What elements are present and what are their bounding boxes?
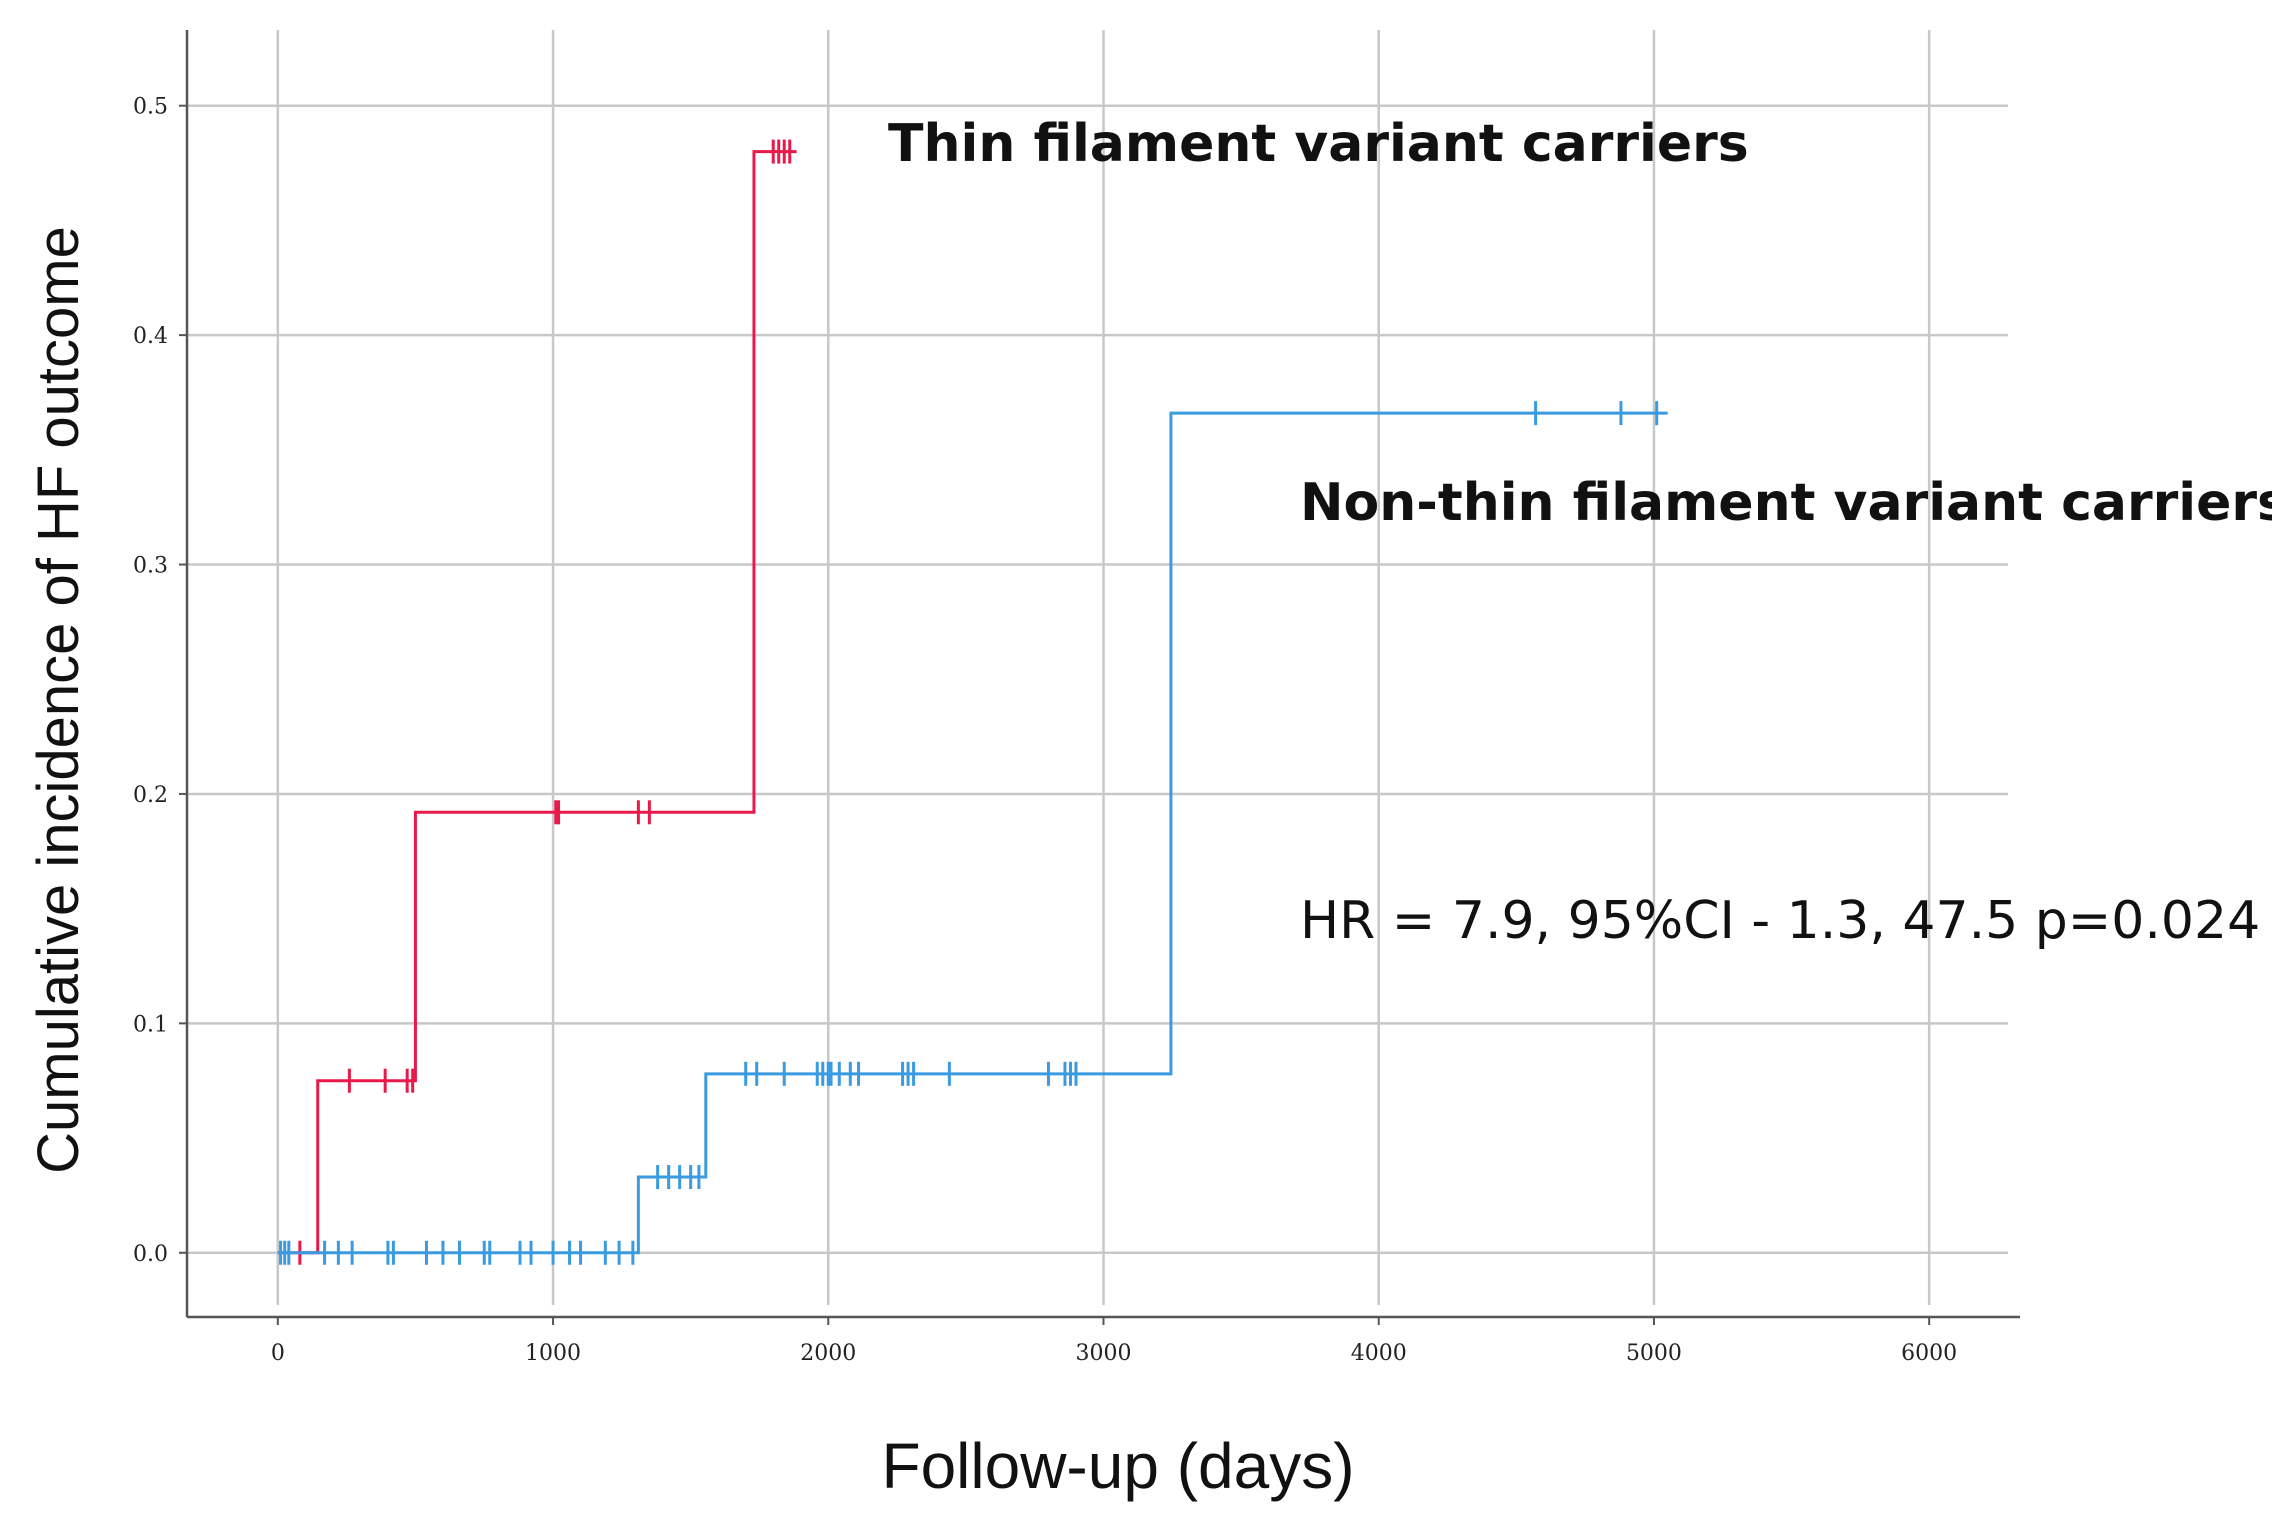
y-tick-labels: 0.0 0.1 0.2 0.3 0.4 0.5 bbox=[133, 95, 168, 1267]
nonthin-series-line bbox=[277, 411, 1668, 1255]
hazard-ratio-annotation: HR = 7.9, 95%CI - 1.3, 47.5 p=0.024 bbox=[1300, 891, 2260, 951]
x-tick-label: 3000 bbox=[1076, 1341, 1132, 1366]
x-tick-label: 4000 bbox=[1351, 1341, 1407, 1366]
horizontal-gridlines bbox=[179, 104, 2008, 1255]
vertical-gridlines bbox=[276, 30, 1931, 1325]
y-tick-label: 0.5 bbox=[133, 95, 168, 120]
x-tick-labels: 0 1000 2000 3000 4000 5000 6000 bbox=[271, 1341, 1957, 1366]
y-tick-label: 0.3 bbox=[133, 554, 168, 579]
x-tick-label: 6000 bbox=[1901, 1341, 1957, 1366]
x-tick-label: 0 bbox=[271, 1341, 285, 1366]
y-tick-label: 0.1 bbox=[133, 1012, 168, 1037]
x-axis-title: Follow-up (days) bbox=[881, 1430, 1354, 1502]
x-tick-label: 1000 bbox=[525, 1341, 581, 1366]
y-axis-title: Cumulative incidence of HF outcome bbox=[26, 226, 91, 1174]
y-tick-label: 0.0 bbox=[133, 1242, 168, 1267]
x-tick-label: 2000 bbox=[800, 1341, 856, 1366]
y-tick-label: 0.4 bbox=[133, 324, 168, 349]
thin-series-label: Thin filament variant carriers bbox=[888, 114, 1749, 174]
nonthin-series-label: Non-thin filament variant carriers bbox=[1300, 473, 2272, 533]
x-tick-label: 5000 bbox=[1626, 1341, 1682, 1366]
series-layer bbox=[277, 139, 1668, 1265]
y-tick-label: 0.2 bbox=[133, 783, 168, 808]
axes-frame bbox=[185, 30, 2020, 1319]
thin-series-line bbox=[277, 150, 797, 1255]
